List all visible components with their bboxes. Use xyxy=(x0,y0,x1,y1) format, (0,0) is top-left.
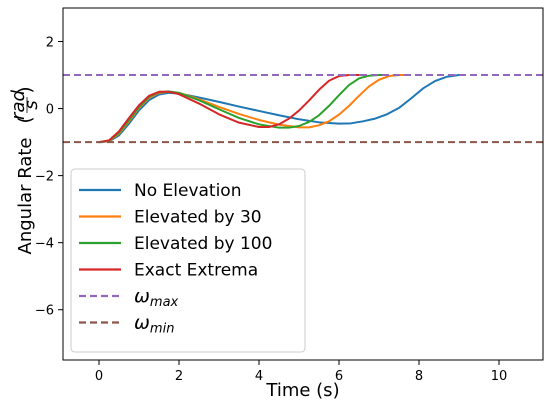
y-axis-unit-denominator: s xyxy=(21,100,42,109)
legend-label-min: ωmin xyxy=(134,312,174,337)
y-tick-label: −4 xyxy=(35,237,54,252)
y-tick-label: 0 xyxy=(46,103,54,118)
plot-frame xyxy=(62,7,544,361)
y-axis-unit-paren-right: ) xyxy=(15,86,36,93)
legend-box xyxy=(70,168,306,353)
x-axis-label: Time (s) xyxy=(265,380,339,401)
x-tick-label: 2 xyxy=(175,369,183,384)
x-tick-label: 10 xyxy=(491,369,508,384)
legend-label-elevated-by-30: Elevated by 30 xyxy=(134,208,262,228)
series-line-elevated-by-100 xyxy=(98,74,386,144)
legend-label-exact-extrema: Exact Extrema xyxy=(134,261,258,281)
y-axis-unit-numerator: rad xyxy=(8,89,29,119)
x-tick-label: 8 xyxy=(415,369,423,384)
y-axis-label-group: Angular Rate ( rad s ) xyxy=(8,86,42,254)
legend-label-elevated-by-100: Elevated by 100 xyxy=(134,234,272,254)
series-layer xyxy=(63,74,543,144)
y-tick-label: −2 xyxy=(35,170,54,185)
x-tick-label: 4 xyxy=(255,369,263,384)
legend-label-max: ωmax xyxy=(134,285,179,310)
legend-items: No Elevation Elevated by 30 Elevated by 10… xyxy=(79,181,272,337)
y-tick-label: −6 xyxy=(35,304,54,319)
y-axis-unit-paren-left: ( xyxy=(15,116,36,123)
ticks-layer: 0 2 4 6 8 10 −6 −4 −2 0 2 xyxy=(35,36,507,384)
y-axis-label: Angular Rate xyxy=(15,138,36,255)
series-line-exact-extrema xyxy=(98,74,360,144)
series-line-no-elevation xyxy=(98,74,466,144)
x-tick-label: 0 xyxy=(95,369,103,384)
y-tick-label: 2 xyxy=(46,36,54,51)
x-tick-label: 6 xyxy=(335,369,343,384)
legend: No Elevation Elevated by 30 Elevated by 10… xyxy=(70,168,306,353)
legend-label-no-elevation: No Elevation xyxy=(134,181,242,201)
